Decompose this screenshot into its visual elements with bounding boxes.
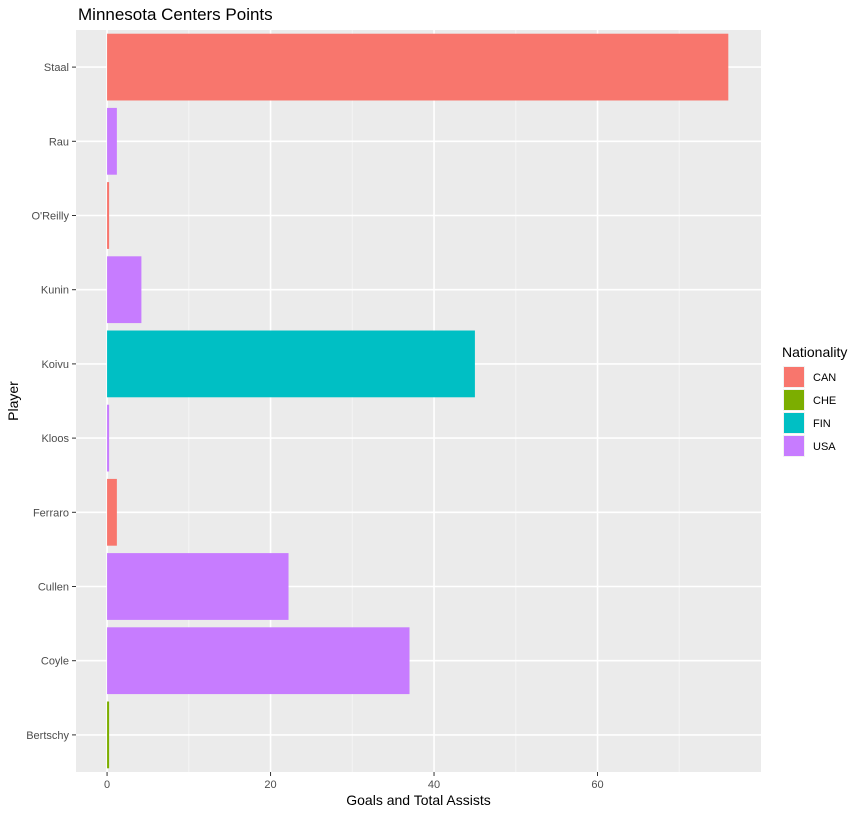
x-axis-title: Goals and Total Assists [346,792,490,808]
y-axis-title: Player [5,381,21,421]
y-tick-label: Cullen [38,582,69,594]
bar-kunin [107,256,142,324]
chart-title: Minnesota Centers Points [78,5,273,24]
bar-coyle [107,627,410,695]
legend-title: Nationality [782,344,847,360]
bar-koivu [107,330,475,398]
legend-swatch-fin [784,413,804,433]
y-tick-label: Kloos [41,433,69,445]
legend: Nationality CAN CHE FIN USA [782,344,847,457]
x-tick-label: 60 [591,779,603,791]
y-axis: Staal Rau O'Reilly Kunin Koivu Kloos Ferraro Cu… [26,62,76,742]
x-tick-label: 0 [104,779,110,791]
bar-rau [107,107,117,175]
bar-bertschy [107,701,110,769]
legend-label-fin: FIN [813,418,831,430]
x-tick-label: 40 [428,779,440,791]
bar-oreilly [107,182,110,249]
x-axis: 0 20 40 60 [104,772,604,791]
y-tick-label: Rau [49,136,69,148]
y-tick-label: O'Reilly [31,211,69,223]
legend-swatch-can [784,367,804,387]
y-tick-label: Ferraro [33,507,69,519]
bar-staal [107,33,729,101]
bar-ferraro [107,478,117,546]
legend-label-usa: USA [813,441,836,453]
legend-swatch-che [784,390,804,410]
y-tick-label: Coyle [41,656,69,668]
bars [107,33,729,769]
bar-kloos [107,404,110,472]
y-tick-label: Bertschy [26,730,69,742]
y-tick-label: Staal [44,62,69,74]
legend-label-can: CAN [813,372,836,384]
legend-label-che: CHE [813,395,836,407]
x-tick-label: 20 [264,779,276,791]
y-tick-label: Kunin [41,285,69,297]
legend-swatch-usa [784,436,804,456]
y-tick-label: Koivu [41,359,69,371]
bar-cullen [107,553,289,620]
